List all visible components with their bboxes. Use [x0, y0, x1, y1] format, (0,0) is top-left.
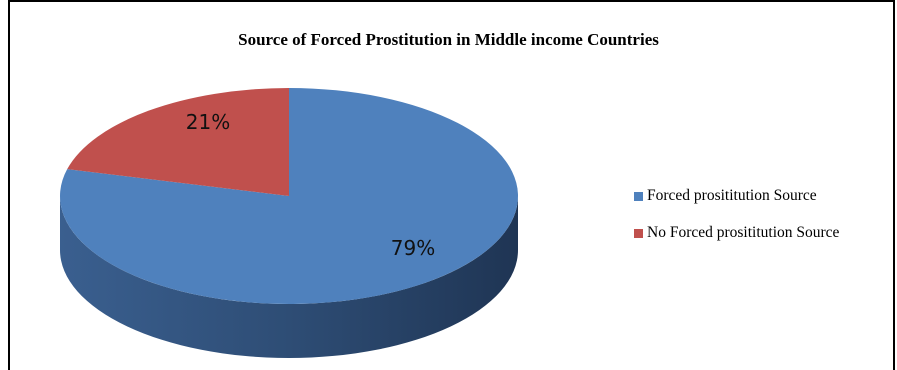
pie-label-forced: 79% — [391, 236, 435, 260]
pie-side-wall — [60, 196, 518, 358]
pie-slice-no-forced — [67, 88, 289, 196]
legend-item-forced: Forced prosititution Source — [634, 184, 839, 208]
legend-label-no-forced: No Forced prosititution Source — [647, 224, 840, 241]
legend: Forced prosititution Source No Forced pr… — [634, 184, 839, 258]
legend-label-forced: Forced prosititution Source — [647, 187, 817, 204]
legend-swatch-no-forced — [634, 228, 643, 238]
chart-title: Source of Forced Prostitution in Middle … — [238, 30, 659, 49]
legend-swatch-forced — [634, 191, 643, 201]
legend-item-no-forced: No Forced prosititution Source — [634, 221, 839, 245]
pie-label-no-forced: 21% — [186, 110, 230, 134]
